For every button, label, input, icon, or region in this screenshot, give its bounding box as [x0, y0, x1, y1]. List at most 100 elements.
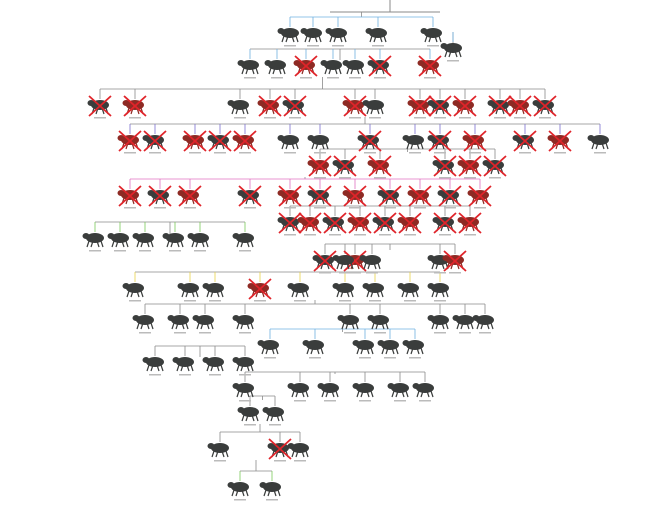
creature-body — [366, 100, 384, 110]
creature-leg — [373, 35, 377, 43]
creature-leg — [146, 322, 150, 330]
node-label — [244, 77, 256, 79]
node-label — [239, 400, 251, 402]
creature-leg — [185, 290, 189, 298]
node-label — [339, 272, 351, 274]
creature-leg — [206, 322, 210, 330]
creature-leg — [391, 390, 395, 398]
creature-node — [122, 283, 144, 302]
creature-head — [432, 217, 440, 223]
creature-leg — [346, 290, 350, 298]
node-label — [184, 300, 196, 302]
creature-leg — [356, 347, 360, 355]
extinct-x-icon — [343, 250, 367, 272]
creature-head — [347, 217, 355, 223]
creature-leg — [391, 347, 395, 355]
creature-head — [142, 357, 150, 363]
node-label — [294, 300, 306, 302]
creature-leg — [456, 322, 460, 330]
creature-body — [369, 28, 387, 38]
creature-node — [82, 233, 104, 252]
creature-leg — [251, 414, 255, 422]
extinct-creature-node — [457, 212, 482, 236]
creature-head — [337, 315, 345, 321]
creature-head — [325, 28, 333, 34]
extinct-creature-node — [407, 95, 432, 119]
creature-body — [304, 28, 322, 38]
creature-head — [177, 283, 185, 289]
creature-leg — [321, 390, 325, 398]
creature-head — [267, 443, 275, 449]
creature-leg — [367, 262, 371, 270]
creature-leg — [415, 290, 419, 298]
node-label — [369, 300, 381, 302]
creature-head — [487, 100, 495, 106]
creature-body — [476, 315, 494, 325]
extinct-x-icon — [348, 212, 372, 234]
creature-head — [232, 135, 240, 141]
extinct-x-icon — [463, 130, 487, 152]
creature-leg — [416, 390, 420, 398]
creature-leg — [445, 290, 449, 298]
creature-head — [512, 135, 520, 141]
node-label — [539, 117, 551, 119]
creature-leg — [210, 322, 214, 330]
creature-body — [281, 28, 299, 38]
creature-leg — [381, 322, 385, 330]
creature-head — [457, 217, 465, 223]
creature-leg — [320, 347, 324, 355]
creature-leg — [235, 107, 239, 115]
creature-head — [107, 233, 115, 239]
creature-head — [317, 383, 325, 389]
creature-head — [532, 100, 540, 106]
node-label — [479, 332, 491, 334]
creature-leg — [111, 240, 115, 248]
node-label — [324, 400, 336, 402]
creature-body — [356, 340, 374, 350]
node-label — [274, 460, 286, 462]
creature-body — [456, 315, 474, 325]
extinct-x-icon — [313, 250, 337, 272]
node-label — [234, 117, 246, 119]
extinct-x-icon — [143, 130, 167, 152]
creature-node — [207, 443, 229, 462]
creature-node — [259, 482, 281, 501]
creature-head — [237, 190, 245, 196]
extinct-x-icon — [233, 130, 257, 152]
creature-leg — [430, 390, 434, 398]
extinct-creature-node — [257, 95, 282, 119]
creature-leg — [282, 67, 286, 75]
creature-leg — [305, 390, 309, 398]
creature-leg — [416, 347, 420, 355]
extinct-x-icon — [548, 130, 572, 152]
creature-node — [332, 255, 354, 274]
creature-leg — [291, 450, 295, 458]
creature-leg — [295, 142, 299, 150]
creature-leg — [595, 142, 599, 150]
node-label — [434, 117, 446, 119]
creature-leg — [216, 364, 220, 372]
extinct-x-icon — [343, 185, 367, 207]
creature-head — [432, 160, 440, 166]
creature-head — [307, 160, 315, 166]
creature-head — [427, 100, 435, 106]
node-label — [94, 117, 106, 119]
creature-node — [302, 340, 324, 359]
creature-head — [402, 135, 410, 141]
creature-leg — [336, 262, 340, 270]
creature-head — [342, 100, 350, 106]
extinct-creature-node — [232, 130, 257, 154]
creature-head — [207, 443, 215, 449]
extinct-creature-node — [432, 212, 457, 236]
extinct-creature-node — [457, 155, 482, 179]
extinct-creature-node — [307, 185, 332, 209]
extinct-x-icon — [483, 155, 507, 177]
creature-head — [237, 60, 245, 66]
creature-body — [191, 233, 209, 243]
creature-leg — [126, 290, 130, 298]
node-label — [349, 117, 361, 119]
node-label — [374, 177, 386, 179]
extinct-creature-node — [452, 95, 477, 119]
creature-head — [172, 357, 180, 363]
creature-head — [342, 60, 350, 66]
